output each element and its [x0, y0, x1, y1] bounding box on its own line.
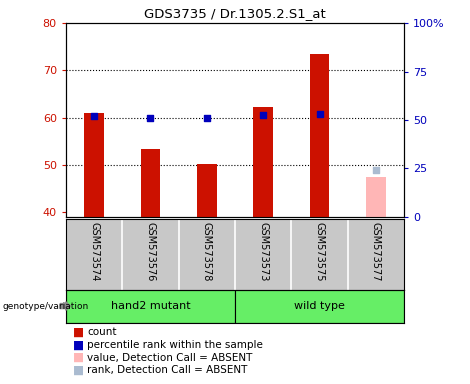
Text: ■: ■ — [73, 364, 84, 377]
Text: GSM573575: GSM573575 — [314, 222, 325, 282]
Bar — [310, 54, 329, 217]
Bar — [141, 149, 160, 217]
Text: ■: ■ — [73, 326, 84, 339]
Text: genotype/variation: genotype/variation — [2, 301, 89, 311]
Text: rank, Detection Call = ABSENT: rank, Detection Call = ABSENT — [87, 365, 247, 375]
Point — [316, 111, 323, 117]
Text: GSM573578: GSM573578 — [202, 222, 212, 282]
Bar — [235, 290, 404, 323]
Text: GSM573576: GSM573576 — [145, 222, 156, 282]
Point — [372, 167, 380, 174]
Title: GDS3735 / Dr.1305.2.S1_at: GDS3735 / Dr.1305.2.S1_at — [144, 7, 326, 20]
Text: ■: ■ — [73, 338, 84, 351]
Bar — [253, 107, 273, 217]
Text: count: count — [87, 327, 117, 337]
Text: hand2 mutant: hand2 mutant — [110, 301, 190, 311]
Text: value, Detection Call = ABSENT: value, Detection Call = ABSENT — [87, 353, 252, 362]
Text: ■: ■ — [73, 351, 84, 364]
Text: percentile rank within the sample: percentile rank within the sample — [87, 340, 263, 350]
Point — [203, 115, 211, 121]
Text: GSM573573: GSM573573 — [258, 222, 268, 282]
Text: GSM573577: GSM573577 — [371, 222, 381, 282]
Bar — [366, 177, 386, 217]
Point — [147, 115, 154, 121]
Bar — [84, 113, 104, 217]
Text: GSM573574: GSM573574 — [89, 222, 99, 282]
Point — [90, 113, 98, 119]
Point — [259, 112, 267, 118]
Bar — [197, 164, 217, 217]
Text: wild type: wild type — [294, 301, 345, 311]
Bar — [66, 290, 235, 323]
